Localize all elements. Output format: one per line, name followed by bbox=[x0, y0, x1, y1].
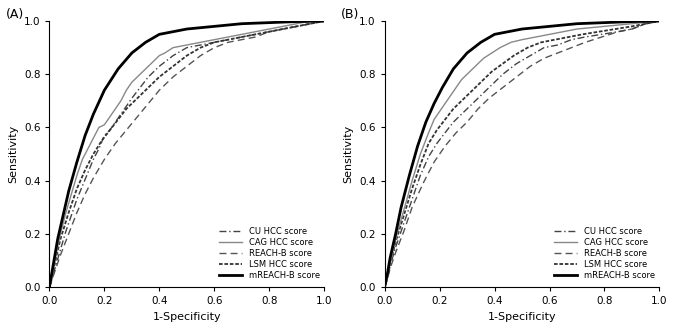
X-axis label: 1-Specificity: 1-Specificity bbox=[487, 312, 556, 322]
Y-axis label: Sensitivity: Sensitivity bbox=[8, 125, 18, 183]
Text: (B): (B) bbox=[341, 8, 359, 21]
Text: (A): (A) bbox=[5, 8, 24, 21]
Legend: CU HCC score, CAG HCC score, REACH-B score, LSM HCC score, mREACH-B score: CU HCC score, CAG HCC score, REACH-B sco… bbox=[219, 227, 320, 280]
Legend: CU HCC score, CAG HCC score, REACH-B score, LSM HCC score, mREACH-B score: CU HCC score, CAG HCC score, REACH-B sco… bbox=[554, 227, 655, 280]
Y-axis label: Sensitivity: Sensitivity bbox=[343, 125, 354, 183]
X-axis label: 1-Specificity: 1-Specificity bbox=[153, 312, 221, 322]
